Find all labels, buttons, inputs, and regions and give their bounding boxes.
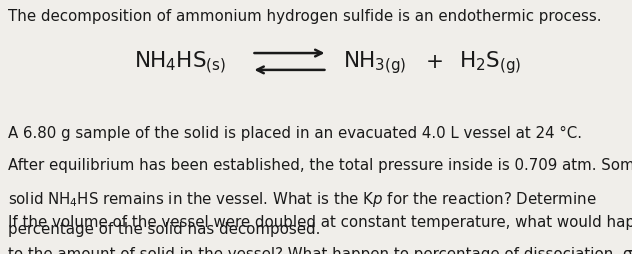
Text: A 6.80 g sample of the solid is placed in an evacuated 4.0 L vessel at 24 °C.: A 6.80 g sample of the solid is placed i… xyxy=(8,126,581,141)
Text: After equilibrium has been established, the total pressure inside is 0.709 atm. : After equilibrium has been established, … xyxy=(8,157,632,172)
Text: percentage of the solid has decomposed.: percentage of the solid has decomposed. xyxy=(8,221,320,236)
Text: +: + xyxy=(426,52,444,72)
Text: NH$_\mathregular{3(g)}$: NH$_\mathregular{3(g)}$ xyxy=(343,49,406,76)
Text: NH$_4$HS$_\mathregular{(s)}$: NH$_4$HS$_\mathregular{(s)}$ xyxy=(134,49,226,75)
Text: If the volume of the vessel were doubled at constant temperature, what would hap: If the volume of the vessel were doubled… xyxy=(8,215,632,230)
Text: H$_2$S$_\mathregular{(g)}$: H$_2$S$_\mathregular{(g)}$ xyxy=(459,49,521,76)
Text: to the amount of solid in the vessel? What happen to percentage of dissociation,: to the amount of solid in the vessel? Wh… xyxy=(8,246,632,254)
Text: The decomposition of ammonium hydrogen sulfide is an endothermic process.: The decomposition of ammonium hydrogen s… xyxy=(8,9,601,24)
Text: solid NH$_4$HS remains in the vessel. What is the K$\it{p}$ for the reaction? De: solid NH$_4$HS remains in the vessel. Wh… xyxy=(8,189,597,208)
